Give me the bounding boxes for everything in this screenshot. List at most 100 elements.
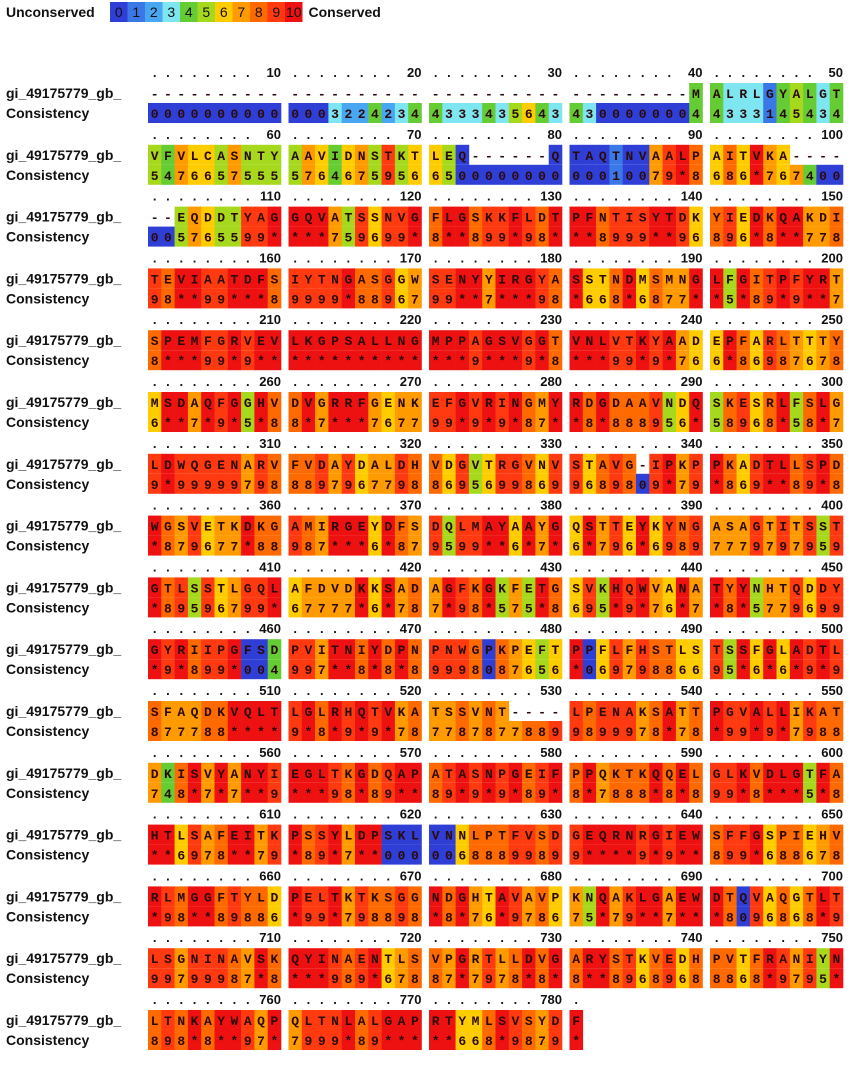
consistency-group: 997**8*8*8: [291, 663, 424, 678]
ruler-dot: .: [347, 374, 351, 389]
consistency-group: **********: [291, 354, 424, 369]
residue-cell: [675, 144, 690, 165]
consistency-group: 9899978*78: [572, 725, 705, 740]
residue-cell: [749, 392, 764, 412]
consistency-cell: [267, 164, 282, 185]
ruler-dot: .: [320, 868, 324, 883]
consistency-cell: [776, 412, 791, 432]
ruler-dot: .: [755, 436, 759, 451]
consistency-cell: [267, 473, 282, 494]
consistency-cell: [442, 350, 456, 371]
ruler-number: 340: [681, 436, 703, 451]
ruler-dot: .: [307, 992, 311, 1007]
residue-cell: [288, 206, 303, 227]
ruler-dot: .: [447, 683, 451, 698]
consistency-cell: [569, 226, 584, 247]
ruler-number: 500: [821, 621, 843, 636]
consistency-cell: [341, 350, 356, 371]
ruler-dot: .: [768, 374, 772, 389]
consistency-cell: [148, 288, 162, 309]
consistency-cell: [355, 103, 369, 123]
consistency-label: Consistency: [6, 599, 89, 615]
residue-cell: [429, 453, 443, 474]
ruler-dot: .: [293, 992, 297, 1007]
consistency-cell: [569, 288, 584, 309]
consistency-group: ***99*9*76: [572, 354, 705, 369]
residue-cell: [355, 330, 369, 351]
consistency-group: 8897967798: [291, 478, 424, 493]
consistency-cell: [582, 226, 597, 247]
sequence-group: MSDAQFGGHV: [151, 396, 284, 411]
ruler-dot: .: [601, 807, 605, 822]
ruler-dot: .: [514, 807, 518, 822]
residue-cell: [582, 453, 597, 474]
ruler-dot: .: [206, 312, 210, 327]
ruler-dot: .: [654, 621, 658, 636]
residue-cell: [455, 268, 470, 289]
consistency-group: 8***99*9**: [151, 354, 284, 369]
ruler-dot: .: [206, 436, 210, 451]
consistency-cell: [442, 412, 456, 432]
ruler-dot: .: [574, 807, 578, 822]
consistency-cell: [710, 350, 724, 371]
ruler-dot: .: [781, 498, 785, 513]
sequence-group: SPEMFGRVEV: [151, 334, 284, 349]
ruler-dot: .: [320, 683, 324, 698]
ruler-dot: .: [360, 621, 364, 636]
consistency-cell: [522, 350, 536, 371]
residue-cell: [622, 144, 637, 165]
residue-cell: [161, 144, 175, 165]
consistency-cell: [442, 164, 456, 185]
consistency-cell: [723, 103, 737, 123]
ruler-dot: .: [715, 250, 719, 265]
residue-cell: [495, 330, 510, 351]
consistency-cell: [829, 350, 844, 371]
residue-cell: [569, 453, 584, 474]
ruler-dot: .: [233, 312, 237, 327]
consistency-cell: [214, 412, 229, 432]
residue-cell: [535, 330, 549, 351]
ruler-dot: .: [320, 559, 324, 574]
ruler-dot: .: [193, 65, 197, 80]
residue-cell: [803, 330, 817, 351]
ruler-dot: .: [360, 683, 364, 698]
ruler-dot: .: [347, 621, 351, 636]
residue-cell: [381, 392, 396, 412]
ruler-dot: .: [434, 930, 438, 945]
ruler-dot: .: [219, 498, 223, 513]
residue-cell: [649, 144, 663, 165]
ruler-dot: .: [434, 868, 438, 883]
residue-cell: [609, 144, 623, 165]
ruler-dot: .: [601, 189, 605, 204]
residue-cell: [455, 330, 470, 351]
ruler-dot: .: [233, 745, 237, 760]
consistency-cell: [254, 350, 268, 371]
ruler-dot: .: [246, 559, 250, 574]
consistency-cell: [455, 473, 470, 494]
ruler-dot: .: [654, 930, 658, 945]
ruler-dot: .: [628, 436, 632, 451]
consistency-cell: [368, 103, 382, 123]
ruler-dot: .: [293, 250, 297, 265]
residue-cell: [301, 392, 316, 412]
ruler-number: 660: [259, 868, 281, 883]
ruler-dot: .: [347, 559, 351, 574]
ruler-dot: .: [614, 745, 618, 760]
ruler-dot: .: [514, 621, 518, 636]
consistency-cell: [187, 350, 202, 371]
consistency-group: 8*7***7677: [291, 416, 424, 431]
consistency-cell: [776, 164, 791, 185]
ruler-dot: .: [166, 189, 170, 204]
consistency-cell: [267, 288, 282, 309]
residue-cell: [596, 392, 610, 412]
sequence-group: AITVKA----: [713, 149, 846, 164]
ruler-dot: .: [574, 621, 578, 636]
consistency-group: 0003224234: [291, 107, 424, 122]
consistency-cell: [442, 288, 456, 309]
residue-cell: [649, 453, 663, 474]
sequence-group: DKISVYANYI: [151, 767, 284, 782]
consistency-cell: [749, 226, 764, 247]
ruler-dot: .: [781, 374, 785, 389]
residue-cell: [689, 268, 703, 289]
ruler-dot: .: [347, 992, 351, 1007]
